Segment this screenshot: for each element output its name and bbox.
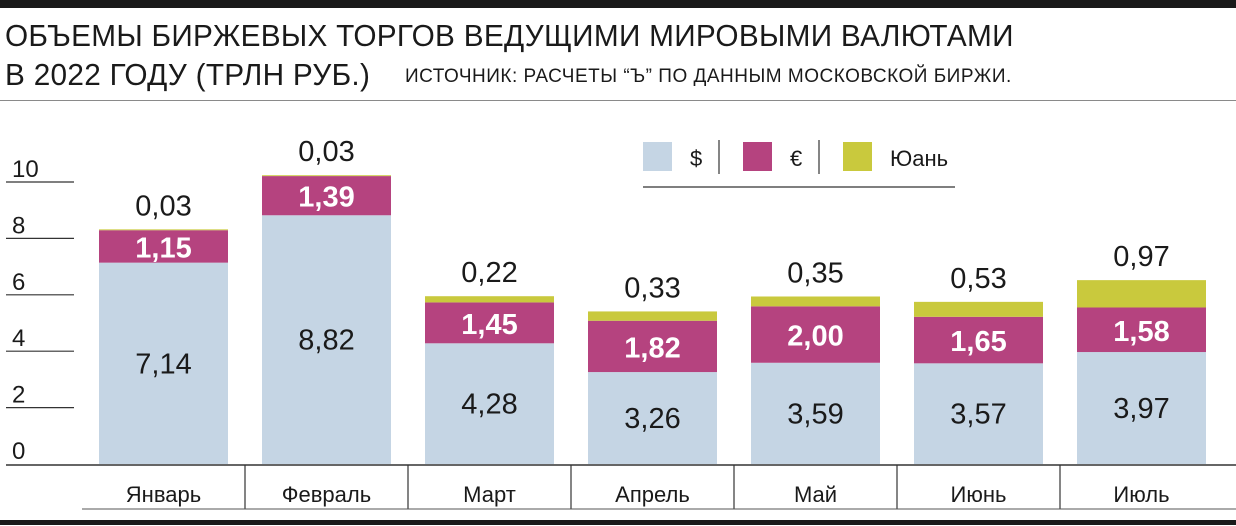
bar-segment-cny [425, 296, 554, 303]
y-tick-label: 2 [12, 382, 25, 409]
y-tick-label: 6 [12, 269, 25, 296]
x-category-label: Апрель [615, 482, 690, 507]
bar-segment-eur [1077, 307, 1206, 353]
legend-swatch-eur [743, 142, 772, 171]
data-label-eur: 1,65 [950, 326, 1006, 358]
x-category-label: Январь [126, 482, 201, 507]
chart-title-line1: ОБЪЕМЫ БИРЖЕВЫХ ТОРГОВ ВЕДУЩИМИ МИРОВЫМИ… [5, 18, 1014, 53]
data-label-usd: 3,97 [1113, 393, 1169, 425]
data-label-eur: 2,00 [787, 321, 843, 353]
bar-segment-eur [425, 302, 554, 344]
data-label-usd: 3,26 [624, 403, 680, 435]
data-label-cny: 0,97 [1113, 241, 1169, 273]
bar-segment-usd [425, 343, 554, 464]
bar-segment-eur [914, 316, 1043, 364]
bar-segment-cny [588, 311, 717, 321]
data-label-cny: 0,03 [298, 136, 354, 168]
bar-segment-usd [588, 372, 717, 464]
x-category-label: Февраль [282, 482, 371, 507]
legend-swatch-cny [843, 142, 872, 171]
source-note: ИСТОЧНИК: РАСЧЕТЫ “Ъ” ПО ДАННЫМ МОСКОВСК… [405, 66, 1012, 87]
data-label-eur: 1,82 [624, 332, 680, 364]
x-category-label: Июль [1113, 482, 1169, 507]
bottom-rule [0, 520, 1236, 525]
bar-segment-usd [914, 363, 1043, 464]
x-category-label: Июнь [951, 482, 1007, 507]
data-label-usd: 8,82 [298, 325, 354, 357]
data-label-eur: 1,58 [1113, 316, 1169, 348]
legend-label: € [790, 146, 802, 171]
header-rule [0, 100, 1236, 101]
legend-swatch-usd [643, 142, 672, 171]
legend-label: $ [690, 146, 702, 171]
data-label-eur: 1,39 [298, 182, 354, 214]
chart-title-line2: В 2022 ГОДУ (ТРЛН РУБ.) [5, 57, 371, 92]
bar-segment-eur [751, 306, 880, 363]
data-label-cny: 0,22 [461, 257, 517, 289]
data-label-usd: 3,57 [950, 399, 1006, 431]
top-rule [0, 0, 1236, 8]
bar-segment-cny [262, 175, 391, 177]
bar-segment-usd [262, 215, 391, 464]
bar-segment-usd [99, 262, 228, 464]
bar-segment-cny [1077, 280, 1206, 308]
data-label-cny: 0,33 [624, 272, 680, 304]
y-tick-label: 4 [12, 325, 25, 352]
data-label-eur: 1,15 [135, 232, 191, 264]
data-label-usd: 7,14 [135, 348, 191, 380]
legend-label: Юань [890, 146, 948, 171]
bar-segment-cny [751, 296, 880, 307]
y-tick-label: 10 [12, 156, 39, 183]
bar-segment-cny [99, 229, 228, 231]
x-category-label: Март [463, 482, 516, 507]
data-label-cny: 0,53 [950, 263, 1006, 295]
bar-segment-eur [262, 176, 391, 216]
bar-segment-eur [588, 320, 717, 373]
y-tick-label: 0 [12, 438, 25, 465]
data-label-usd: 3,59 [787, 398, 843, 430]
bar-segment-eur [99, 230, 228, 263]
x-category-label: Май [794, 482, 837, 507]
data-label-cny: 0,35 [787, 257, 843, 289]
data-label-eur: 1,45 [461, 309, 517, 341]
bar-segment-cny [914, 301, 1043, 317]
bar-segment-usd [751, 362, 880, 464]
bar-segment-usd [1077, 352, 1206, 464]
data-label-usd: 4,28 [461, 389, 517, 421]
data-label-cny: 0,03 [135, 190, 191, 222]
y-tick-label: 8 [12, 212, 25, 239]
